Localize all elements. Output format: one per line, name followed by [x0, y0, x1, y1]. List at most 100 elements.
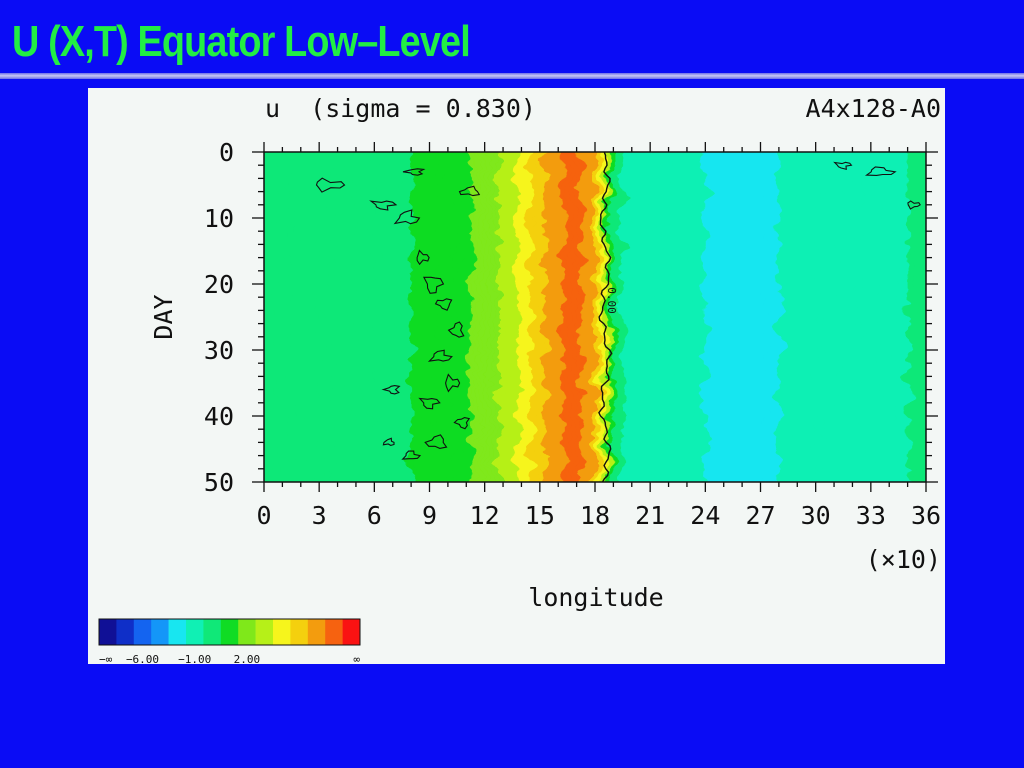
- minor-contour: [424, 434, 448, 449]
- title-divider: [0, 73, 1024, 79]
- field-strip: [493, 152, 500, 482]
- colorbar-swatch: [290, 619, 309, 645]
- field-strip: [893, 152, 900, 482]
- colorbar-label: −1.00: [178, 653, 211, 664]
- field-strip: [659, 152, 665, 482]
- y-tick-labels: 0 10 20 30 40 50: [204, 138, 234, 497]
- field-strip: [576, 152, 582, 482]
- field-strip: [562, 152, 569, 482]
- y-tick-label: 50: [204, 468, 234, 497]
- minor-contour: [401, 450, 422, 460]
- field-strip: [296, 152, 302, 482]
- colorbar-label: 2.00: [234, 653, 261, 664]
- field-strip: [696, 152, 702, 482]
- field-strip: [355, 152, 362, 482]
- field-strip: [286, 152, 293, 482]
- field-strip: [806, 152, 812, 482]
- field-strip: [852, 152, 858, 482]
- minor-contour: [458, 185, 481, 197]
- field-strip: [319, 152, 325, 482]
- field-strip: [268, 152, 274, 482]
- field-strip: [346, 152, 352, 482]
- field-strip: [765, 152, 771, 482]
- field-strip: [857, 152, 863, 482]
- field-strip: [585, 152, 592, 482]
- field-strip: [470, 152, 477, 482]
- colorbar-labels: −∞ −6.00 −1.00 2.00 ∞: [99, 653, 360, 664]
- field-strip: [663, 152, 670, 482]
- colorbar-swatch: [116, 619, 135, 645]
- field-strip: [323, 152, 329, 482]
- zero-contour-line: [598, 152, 613, 482]
- field-strip: [627, 152, 633, 482]
- field-strip: [549, 152, 555, 482]
- field-strip: [889, 152, 895, 482]
- field-strip: [824, 152, 831, 482]
- run-label: A4x128-A0: [806, 94, 941, 123]
- field-strip: [424, 152, 431, 482]
- x-tick-label: 3: [312, 501, 327, 530]
- field-strip: [719, 152, 725, 482]
- field-strip: [898, 152, 904, 482]
- field-strip: [709, 152, 716, 482]
- field-strip: [466, 152, 472, 482]
- colorbar-frame: [98, 618, 361, 646]
- x-tick-label: 24: [690, 501, 720, 530]
- field-strip: [811, 152, 817, 482]
- field-strip: [608, 152, 614, 482]
- field-strip: [567, 152, 573, 482]
- field-strip: [342, 152, 348, 482]
- colorbar-swatch: [99, 619, 117, 645]
- field-strip: [530, 152, 536, 482]
- field-strip: [282, 152, 288, 482]
- x-tick-label: 0: [256, 501, 271, 530]
- field-strip: [314, 152, 320, 482]
- field-strip: [351, 152, 357, 482]
- colorbar-swatch: [238, 619, 256, 645]
- field-strip: [415, 152, 421, 482]
- velocity-field: [264, 152, 926, 482]
- field-strip: [406, 152, 412, 482]
- minor-contour: [382, 437, 395, 446]
- minor-contour: [418, 397, 441, 410]
- colorbar-swatch: [255, 619, 274, 645]
- minor-contours: [315, 161, 921, 460]
- y-tick-label: 10: [204, 204, 234, 233]
- field-strip: [815, 152, 821, 482]
- colorbar-label: ∞: [353, 653, 360, 664]
- field-strip: [429, 152, 435, 482]
- x-tick-label: 6: [367, 501, 382, 530]
- y-tick-label: 30: [204, 336, 234, 365]
- field-strip: [392, 152, 398, 482]
- field-strip: [544, 152, 550, 482]
- colorbar-label: −∞: [99, 653, 113, 664]
- field-strip: [277, 152, 283, 482]
- x-multiplier: (×10): [866, 545, 941, 574]
- field-strip: [912, 152, 918, 482]
- field-strip: [512, 152, 518, 482]
- x-tick-label: 33: [856, 501, 886, 530]
- field-strip: [654, 152, 660, 482]
- colorbar-label: −6.00: [126, 653, 159, 664]
- field-area: [264, 152, 926, 482]
- field-strip: [746, 152, 752, 482]
- field-strip: [438, 152, 444, 482]
- field-strip: [636, 152, 642, 482]
- x-tick-label: 36: [911, 501, 941, 530]
- field-strip: [714, 152, 720, 482]
- field-strip: [309, 152, 316, 482]
- chart-title: u (sigma = 0.830): [265, 94, 536, 123]
- colorbar-swatch: [325, 619, 343, 645]
- field-strip: [801, 152, 808, 482]
- x-tick-label: 18: [580, 501, 610, 530]
- x-tick-labels: 0 3 6 9 12 15 18 21 24 27 30 33 36: [256, 501, 941, 530]
- y-tick-label: 40: [204, 402, 234, 431]
- field-strip: [291, 152, 297, 482]
- field-strip: [875, 152, 881, 482]
- colorbar-swatch: [307, 619, 326, 645]
- slide-title: U (X,T) Equator Low–Level: [12, 17, 471, 66]
- minor-contour: [447, 321, 465, 338]
- field-strip: [516, 152, 523, 482]
- field-strip: [843, 152, 849, 482]
- field-strip: [337, 152, 343, 482]
